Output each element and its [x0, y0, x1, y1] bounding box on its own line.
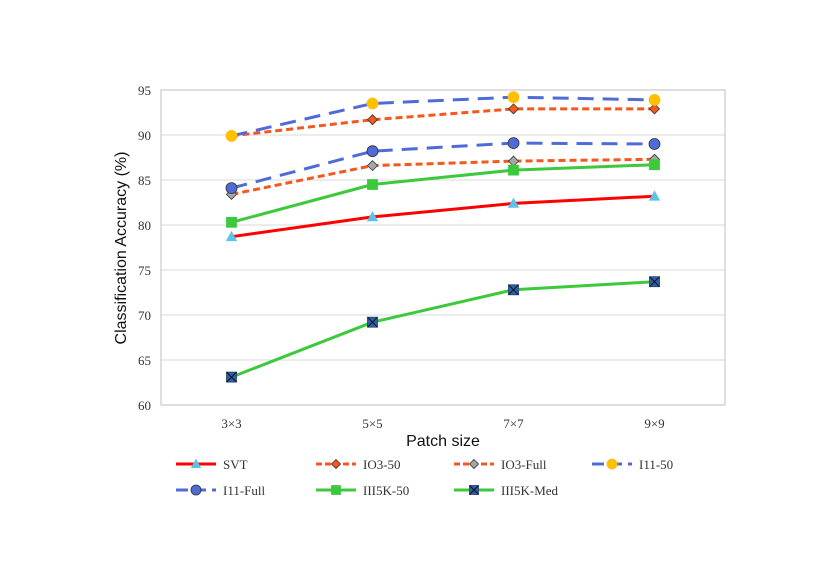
- data-point-iii5k-med: [367, 316, 378, 328]
- y-tick-label: 60: [138, 398, 151, 413]
- data-point-iii5k-50: [508, 164, 519, 176]
- series-line-iii5k-med: [230, 280, 655, 379]
- data-point-i11-50: [366, 97, 379, 110]
- y-tick-label: 80: [138, 218, 151, 233]
- data-point-iii5k-med: [508, 284, 519, 296]
- series-line-iii5k-50: [231, 163, 655, 224]
- data-point-io3-50: [366, 114, 379, 126]
- data-point-iii5k-med: [649, 276, 660, 288]
- data-point-iii5k-med-cross: [649, 276, 660, 288]
- y-tick-label: 85: [138, 173, 151, 188]
- data-point-io3-50: [648, 103, 661, 115]
- series-iii5k-50: [226, 159, 660, 228]
- y-tick-label: 65: [138, 353, 151, 368]
- data-point-iii5k-med-cross: [226, 371, 237, 383]
- data-point-svt: [225, 230, 238, 242]
- legend-swatch-marker-cross: [469, 485, 479, 495]
- series-line-i11-50: [231, 95, 655, 138]
- data-point-i11-50: [507, 91, 520, 104]
- x-tick-label: 7×7: [503, 416, 524, 431]
- x-tick-label: 3×3: [221, 416, 241, 431]
- y-axis-title: Classification Accuracy (%): [113, 152, 130, 345]
- data-point-iii5k-med-cross: [508, 284, 519, 296]
- legend-swatch-marker: [331, 485, 341, 495]
- data-point-iii5k-50: [367, 179, 378, 190]
- plot-area: [160, 89, 726, 406]
- data-point-i11-full: [507, 137, 520, 150]
- series-line-io3-full: [231, 157, 655, 196]
- legend-label: III5K-50: [363, 483, 409, 498]
- series-line-io3-50: [231, 107, 655, 138]
- data-point-svt: [366, 211, 379, 222]
- legend-item-iii5k-med: III5K-Med: [454, 483, 559, 498]
- y-tick-label: 90: [138, 128, 151, 143]
- legend-item-i11-full: I11-Full: [176, 483, 266, 498]
- legend: SVT IO3-50 IO3-Full I11-50 I11-Full III5K-50 I…: [176, 457, 673, 498]
- legend-label: III5K-Med: [501, 483, 559, 498]
- series-iii5k-med: [226, 276, 660, 383]
- data-point-io3-full: [366, 160, 379, 172]
- legend-item-io3-full: IO3-Full: [454, 457, 547, 472]
- legend-swatch-marker: [330, 458, 342, 470]
- y-tick-label: 70: [138, 308, 151, 323]
- y-tick-label: 95: [138, 83, 151, 98]
- x-axis-title: Patch size: [406, 433, 480, 450]
- data-point-io3-full: [507, 155, 520, 167]
- data-point-iii5k-50: [226, 216, 237, 228]
- data-point-svt: [507, 197, 520, 208]
- data-point-i11-full: [225, 182, 238, 195]
- legend-swatch-marker: [190, 484, 202, 496]
- legend-swatch-marker: [190, 458, 202, 469]
- data-point-i11-50: [648, 94, 661, 106]
- series-i11-50: [225, 91, 661, 142]
- legend-swatch-marker: [606, 458, 618, 470]
- data-point-io3-50: [507, 103, 520, 115]
- data-point-svt: [648, 190, 661, 201]
- series-line-i11-full: [231, 141, 655, 190]
- legend-label: IO3-Full: [501, 457, 547, 472]
- legend-label: IO3-50: [363, 457, 401, 472]
- series-svt: [225, 190, 661, 242]
- legend-label: SVT: [223, 457, 248, 472]
- data-point-i11-full: [366, 145, 379, 158]
- data-point-i11-50: [225, 129, 238, 142]
- legend-item-svt: SVT: [176, 457, 248, 472]
- data-point-iii5k-med-cross: [367, 316, 378, 328]
- tick-labels: 60 65 70 75 80 85 90 95 3×3 5×5 7×7 9×9: [138, 83, 665, 431]
- legend-item-i11-50: I11-50: [592, 457, 673, 472]
- series-layer: [225, 91, 661, 383]
- data-point-i11-full: [648, 138, 661, 150]
- legend-label: I11-50: [639, 457, 673, 472]
- x-tick-label: 9×9: [644, 416, 664, 431]
- y-tick-label: 75: [138, 263, 151, 278]
- grid-lines: [161, 89, 725, 406]
- x-tick-label: 5×5: [362, 416, 382, 431]
- legend-item-iii5k-50: III5K-50: [316, 483, 409, 498]
- data-point-iii5k-50: [649, 159, 660, 171]
- legend-swatch-marker: [469, 485, 479, 495]
- legend-swatch-marker: [468, 458, 480, 470]
- series-i11-full: [225, 137, 661, 195]
- legend-label: I11-Full: [223, 483, 266, 498]
- legend-item-io3-50: IO3-50: [316, 457, 401, 472]
- series-line-svt: [231, 194, 655, 239]
- data-point-iii5k-med: [226, 371, 237, 383]
